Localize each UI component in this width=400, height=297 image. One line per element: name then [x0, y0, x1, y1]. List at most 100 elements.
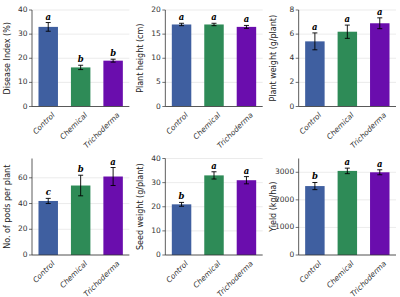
y-tick — [29, 229, 32, 230]
bar — [204, 24, 223, 106]
letter-label: a — [312, 22, 318, 32]
error-cap — [78, 69, 83, 70]
error-cap — [244, 25, 249, 26]
bar — [237, 27, 256, 107]
y-axis-line — [32, 159, 33, 256]
background — [0, 0, 400, 297]
y-tick — [296, 34, 299, 35]
error-cap — [111, 62, 116, 63]
y-tick-label: 0 — [289, 250, 294, 259]
grid-line — [165, 255, 262, 256]
error-bar — [345, 25, 350, 38]
error-cap — [377, 174, 382, 175]
x-tick-label: Chemical — [191, 110, 223, 142]
y-tick-label: 40 — [18, 199, 28, 208]
error-cap — [46, 198, 51, 199]
error-line — [113, 168, 114, 186]
bar — [103, 61, 122, 107]
letter-label: b — [179, 191, 185, 201]
bar — [237, 180, 256, 255]
letter-label: a — [377, 7, 383, 17]
error-bar — [78, 175, 83, 196]
letter-label: a — [345, 157, 351, 167]
figure: 010203040abbControlChemicalTrichodermaDi… — [0, 0, 400, 297]
bar — [338, 171, 357, 255]
error-cap — [46, 22, 51, 23]
y-tick — [162, 182, 165, 183]
subplot: 010203040baaControlChemicalTrichodermaSe… — [136, 154, 263, 297]
marks — [305, 18, 389, 107]
y-tick — [29, 255, 32, 256]
subplot: 05101520aaaControlChemicalTrichodermaPla… — [136, 5, 263, 150]
y-axis-label: No. of pods per plant — [3, 165, 12, 249]
y-tick — [162, 82, 165, 83]
y-axis-label: Plant height (cm) — [136, 24, 145, 93]
error-cap — [212, 171, 217, 172]
y-tick — [162, 10, 165, 11]
y-tick — [29, 203, 32, 204]
error-bar — [377, 18, 382, 29]
error-line — [379, 18, 380, 29]
marks — [305, 168, 389, 255]
grid — [32, 10, 129, 107]
x-tick-label: Chemical — [58, 258, 90, 290]
error-bar — [244, 177, 249, 184]
y-tick — [162, 106, 165, 107]
y-tick-label: 10 — [18, 77, 28, 86]
grid-line — [32, 255, 129, 256]
error-bar — [377, 170, 382, 175]
x-tick-label: Trichoderma — [349, 259, 389, 297]
error-cap — [377, 169, 382, 170]
error-bar — [78, 65, 83, 69]
y-tick — [162, 206, 165, 207]
grid — [165, 159, 262, 256]
grid-line — [165, 106, 262, 107]
y-tick-label: 20 — [18, 224, 28, 233]
error-line — [80, 175, 81, 196]
error-cap — [212, 25, 217, 26]
letter-label: a — [211, 12, 217, 22]
bar — [172, 204, 191, 255]
y-axis-line — [298, 159, 299, 256]
x-axis-line — [32, 106, 129, 107]
error-cap — [179, 25, 184, 26]
y-tick-label: 0 — [289, 102, 294, 111]
error-cap — [46, 31, 51, 32]
grid — [299, 10, 396, 107]
bar — [71, 67, 90, 106]
x-tick-label: Control — [298, 258, 324, 284]
x-tick-label: Trichoderma — [349, 110, 389, 150]
x-tick-label: Chemical — [58, 110, 90, 142]
error-line — [48, 23, 49, 32]
subplot: 02468aaaControlChemicalTrichodermaPlant … — [269, 5, 396, 150]
error-cap — [111, 167, 116, 168]
y-tick-label: 2 — [289, 77, 294, 86]
error-line — [181, 202, 182, 206]
bar — [370, 23, 389, 106]
error-bar — [212, 23, 217, 25]
error-bar — [46, 198, 51, 203]
letter-label: a — [244, 166, 250, 176]
letter-label: b — [110, 48, 116, 58]
error-line — [314, 182, 315, 189]
marks — [38, 168, 122, 255]
y-tick-label: 10 — [151, 53, 161, 62]
error-line — [80, 65, 81, 69]
error-cap — [244, 28, 249, 29]
error-cap — [244, 176, 249, 177]
bar — [103, 177, 122, 255]
y-tick — [162, 158, 165, 159]
error-cap — [377, 17, 382, 18]
error-cap — [345, 25, 350, 26]
y-axis-label: Yield (kg/ha) — [269, 182, 278, 233]
y-tick — [296, 106, 299, 107]
error-cap — [244, 183, 249, 184]
error-cap — [212, 23, 217, 24]
y-axis-label: Seed weight (g/plant) — [136, 164, 145, 250]
error-cap — [345, 38, 350, 39]
y-axis-label: Plant weight (g/plant) — [269, 15, 278, 102]
x-tick-label: Chemical — [191, 258, 223, 290]
x-tick-label: Chemical — [325, 110, 357, 142]
error-cap — [111, 59, 116, 60]
error-cap — [377, 28, 382, 29]
